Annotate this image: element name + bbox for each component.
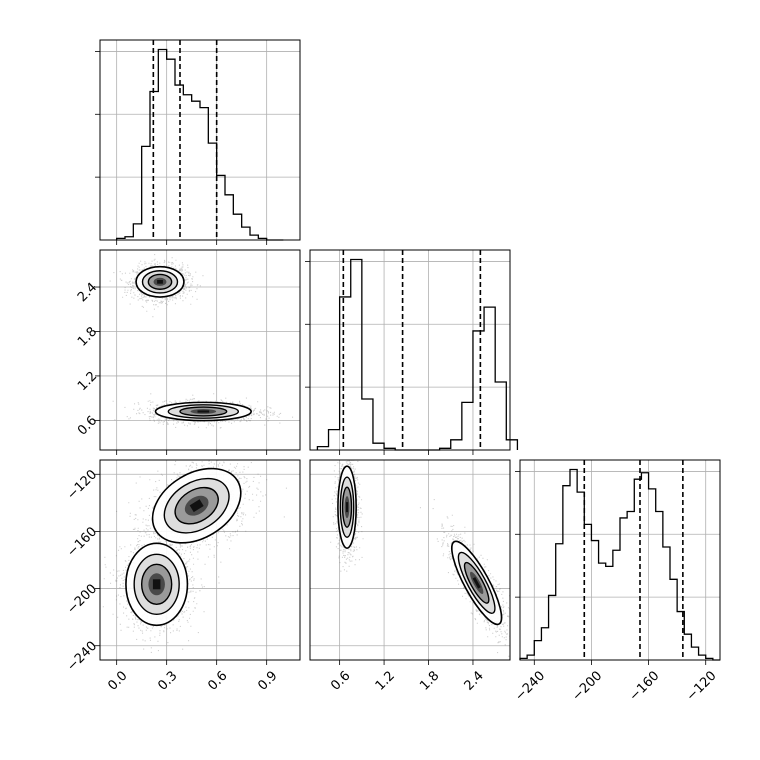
density-cluster [337, 465, 357, 549]
panel-background [520, 460, 720, 660]
density-cluster [151, 467, 242, 544]
density-peak-bin [345, 502, 349, 513]
panel-frame [519, 459, 721, 661]
density-panel-2-1 [309, 459, 511, 665]
hist-panel-2 [515, 459, 721, 665]
panel-frame [99, 39, 301, 241]
density-peak-bin [472, 577, 481, 589]
density-peak-bin [197, 410, 210, 413]
density-peak-bin [157, 279, 163, 284]
scatter-points [102, 460, 287, 653]
density-panel-2-0 [95, 459, 301, 665]
panel-frame [99, 249, 301, 451]
density-panel-1-0 [95, 249, 301, 455]
panel-frame [309, 249, 511, 451]
histogram-step [116, 48, 284, 241]
density-cluster [451, 540, 503, 626]
hist-panel-1 [305, 249, 519, 455]
density-peak-bin [152, 579, 161, 590]
hist-panel-0 [95, 39, 301, 245]
histogram-step [519, 468, 720, 661]
density-cluster [135, 265, 185, 298]
panel-frame [309, 459, 511, 661]
density-cluster [125, 542, 189, 627]
density-peak-bin [189, 499, 204, 513]
density-cluster [154, 401, 252, 422]
panel-background [100, 40, 300, 240]
panel-frame [99, 459, 301, 661]
